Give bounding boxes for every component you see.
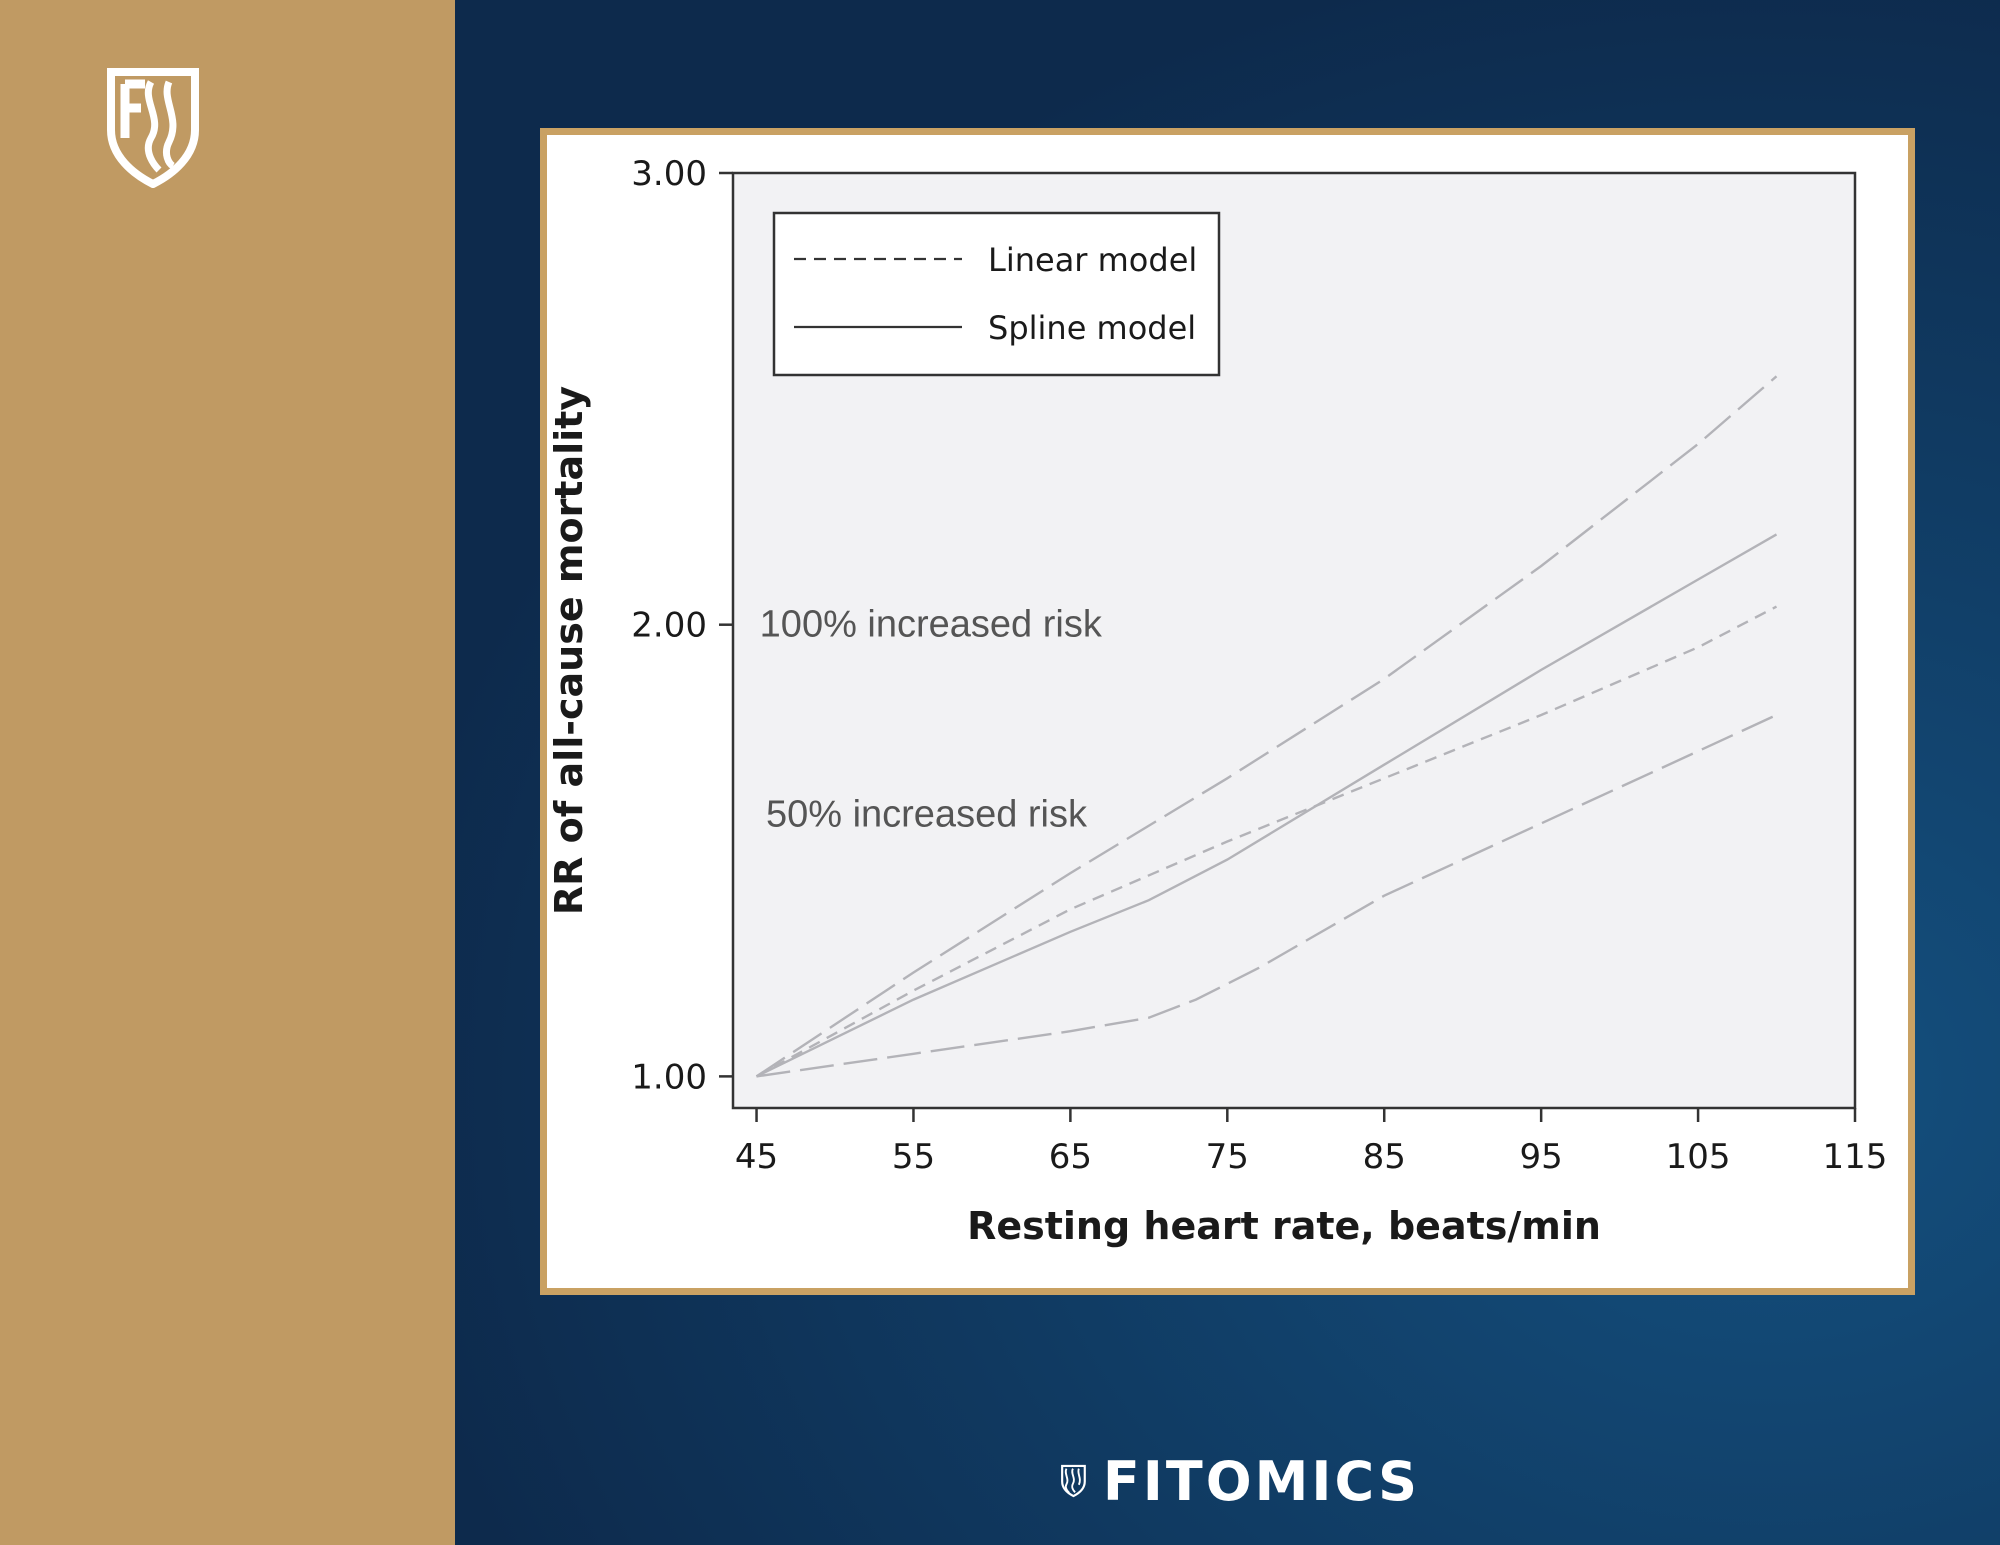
series-line-0	[755, 605, 1778, 1078]
fitomics-shield-icon	[1061, 1464, 1086, 1498]
x-axis-label: Resting heart rate, beats/min	[967, 1204, 1601, 1248]
series-line-2	[756, 713, 1778, 1078]
chart: 1.00 2.00 3.00 45 55 65 75 85 95 105 115 Resting he…	[547, 154, 1888, 1248]
chart-frame: 1.00 2.00 3.00 45 55 65 75 85 95 105 115 Resting he…	[540, 128, 1915, 1295]
footer-brand: FITOMICS	[1060, 1440, 1420, 1522]
x-tick-label: 55	[892, 1137, 935, 1177]
legend-label-0: Linear model	[988, 241, 1197, 279]
legend-label-1: Spline model	[988, 309, 1196, 347]
x-tick-label: 65	[1049, 1137, 1092, 1177]
legend-box	[772, 211, 1221, 377]
x-tick-label: 105	[1666, 1137, 1731, 1177]
series-line-1	[755, 375, 1778, 1078]
y-tick-label: 1.00	[631, 1057, 707, 1097]
x-tick-label: 115	[1823, 1137, 1888, 1177]
y-tick-label: 3.00	[631, 154, 707, 194]
annotation-0: 100% increased risk	[760, 604, 1103, 646]
x-tick-label: 95	[1520, 1137, 1563, 1177]
x-tick-label: 75	[1206, 1137, 1249, 1177]
brand-name: FITOMICS	[1102, 1449, 1420, 1513]
y-tick-label: 2.00	[631, 606, 707, 646]
sidebar	[0, 0, 455, 1545]
y-axis-label: RR of all-cause mortality	[547, 386, 591, 915]
x-tick-label: 85	[1363, 1137, 1406, 1177]
annotation-1: 50% increased risk	[766, 793, 1088, 835]
fitomics-shield-icon	[107, 68, 199, 188]
x-tick-label: 45	[735, 1137, 778, 1177]
series-line-3	[755, 533, 1778, 1078]
